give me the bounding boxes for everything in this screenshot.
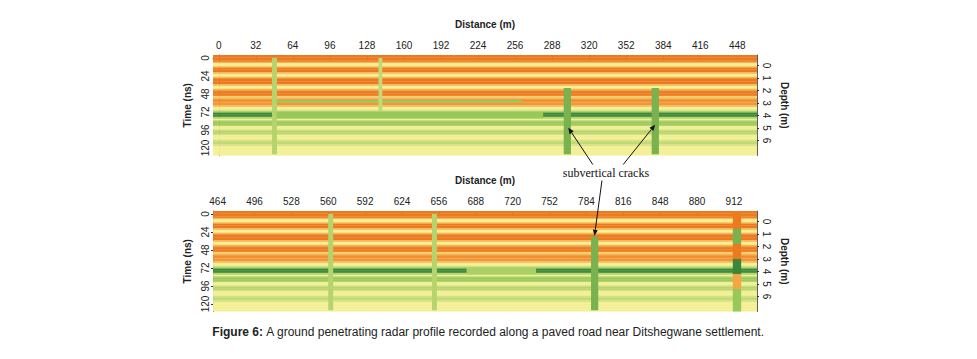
svg-text:2: 2 (761, 88, 772, 94)
svg-text:752: 752 (541, 196, 558, 207)
svg-text:2: 2 (761, 244, 772, 250)
svg-text:96: 96 (200, 124, 211, 136)
svg-text:5: 5 (761, 125, 772, 131)
svg-text:1: 1 (761, 231, 772, 237)
svg-text:320: 320 (581, 40, 598, 51)
svg-text:912: 912 (726, 196, 743, 207)
svg-text:848: 848 (652, 196, 669, 207)
svg-text:4: 4 (761, 269, 772, 275)
svg-text:6: 6 (761, 138, 772, 144)
svg-text:3: 3 (761, 100, 772, 106)
svg-text:3: 3 (761, 256, 772, 262)
svg-text:0: 0 (200, 55, 211, 61)
svg-text:4: 4 (761, 113, 772, 119)
svg-text:0: 0 (200, 211, 211, 217)
svg-text:24: 24 (200, 70, 211, 82)
svg-text:48: 48 (200, 244, 211, 256)
svg-text:72: 72 (200, 262, 211, 274)
svg-text:880: 880 (689, 196, 706, 207)
svg-text:32: 32 (250, 40, 262, 51)
svg-text:784: 784 (578, 196, 595, 207)
svg-text:Depth (m): Depth (m) (779, 82, 790, 129)
svg-text:624: 624 (394, 196, 411, 207)
svg-text:592: 592 (357, 196, 374, 207)
svg-text:816: 816 (615, 196, 632, 207)
svg-text:288: 288 (544, 40, 561, 51)
svg-text:Time (ns): Time (ns) (182, 83, 193, 127)
svg-text:64: 64 (287, 40, 299, 51)
svg-text:72: 72 (200, 106, 211, 118)
svg-text:0: 0 (761, 219, 772, 225)
svg-text:subvertical cracks: subvertical cracks (563, 166, 650, 180)
svg-text:496: 496 (246, 196, 263, 207)
svg-text:0: 0 (761, 63, 772, 69)
svg-text:448: 448 (729, 40, 746, 51)
svg-text:24: 24 (200, 226, 211, 238)
svg-text:720: 720 (504, 196, 521, 207)
svg-text:Distance (m): Distance (m) (455, 19, 515, 30)
svg-text:160: 160 (396, 40, 413, 51)
svg-text:192: 192 (433, 40, 450, 51)
svg-text:Distance (m): Distance (m) (455, 175, 515, 186)
svg-text:48: 48 (200, 88, 211, 100)
svg-text:A ground penetrating radar pro: A ground penetrating radar profile recor… (264, 325, 764, 339)
svg-text:Time (ns): Time (ns) (182, 239, 193, 283)
svg-text:416: 416 (692, 40, 709, 51)
svg-text:120: 120 (200, 139, 211, 156)
svg-text:688: 688 (467, 196, 484, 207)
svg-text:96: 96 (324, 40, 336, 51)
svg-text:Depth (m): Depth (m) (779, 238, 790, 285)
svg-text:96: 96 (200, 280, 211, 292)
svg-text:5: 5 (761, 281, 772, 287)
svg-text:Figure 6:: Figure 6: (212, 325, 263, 339)
svg-text:384: 384 (655, 40, 672, 51)
svg-text:464: 464 (209, 196, 226, 207)
svg-text:352: 352 (618, 40, 635, 51)
svg-text:528: 528 (283, 196, 300, 207)
svg-text:560: 560 (320, 196, 337, 207)
svg-text:256: 256 (507, 40, 524, 51)
svg-text:0: 0 (216, 40, 222, 51)
svg-text:1: 1 (761, 75, 772, 81)
svg-text:128: 128 (359, 40, 376, 51)
svg-text:656: 656 (431, 196, 448, 207)
svg-text:6: 6 (761, 294, 772, 300)
svg-text:224: 224 (470, 40, 487, 51)
svg-text:120: 120 (200, 295, 211, 312)
